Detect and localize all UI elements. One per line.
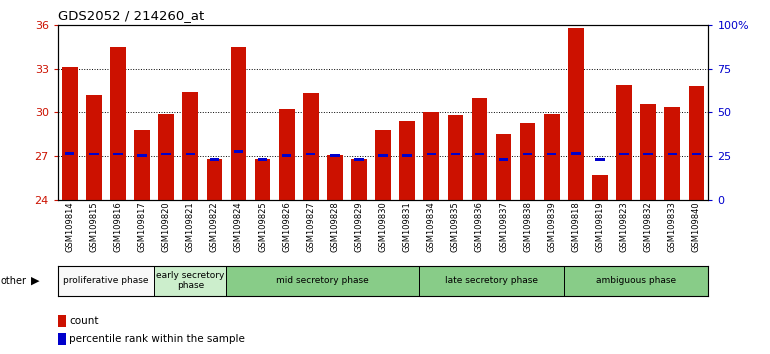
- Bar: [641, 104, 656, 200]
- Bar: [279, 109, 294, 200]
- Bar: [616, 85, 632, 200]
- Bar: [419, 266, 564, 296]
- Bar: [496, 134, 511, 200]
- Bar: [330, 154, 340, 158]
- Bar: [134, 130, 150, 200]
- Bar: [306, 153, 316, 155]
- Text: ambiguous phase: ambiguous phase: [596, 276, 676, 285]
- Text: early secretory
phase: early secretory phase: [156, 271, 225, 290]
- Bar: [110, 47, 126, 200]
- Bar: [665, 107, 680, 200]
- Bar: [209, 158, 219, 161]
- Text: percentile rank within the sample: percentile rank within the sample: [69, 334, 246, 344]
- Text: count: count: [69, 316, 99, 326]
- Text: GDS2052 / 214260_at: GDS2052 / 214260_at: [58, 9, 204, 22]
- Bar: [282, 154, 291, 158]
- Bar: [644, 153, 653, 155]
- Bar: [520, 122, 535, 200]
- Bar: [475, 153, 484, 155]
- Bar: [523, 153, 532, 155]
- Bar: [564, 266, 708, 296]
- Bar: [351, 159, 367, 200]
- Bar: [499, 158, 508, 161]
- Bar: [89, 153, 99, 155]
- Bar: [255, 159, 270, 200]
- Bar: [691, 153, 701, 155]
- Bar: [688, 86, 705, 200]
- Bar: [400, 121, 415, 200]
- Bar: [86, 95, 102, 200]
- Bar: [58, 333, 66, 345]
- Bar: [544, 114, 560, 200]
- Bar: [375, 130, 391, 200]
- Bar: [595, 158, 604, 161]
- Bar: [619, 153, 629, 155]
- Bar: [450, 153, 460, 155]
- Bar: [378, 154, 388, 158]
- Bar: [154, 266, 226, 296]
- Bar: [354, 158, 363, 161]
- Bar: [231, 47, 246, 200]
- Bar: [303, 93, 319, 200]
- Bar: [62, 67, 78, 200]
- Text: other: other: [1, 275, 27, 286]
- Text: ▶: ▶: [31, 275, 39, 286]
- Bar: [592, 175, 608, 200]
- Bar: [137, 154, 147, 158]
- Bar: [427, 153, 436, 155]
- Bar: [472, 98, 487, 200]
- Bar: [258, 158, 267, 161]
- Bar: [206, 159, 223, 200]
- Bar: [162, 153, 171, 155]
- Bar: [668, 153, 677, 155]
- Bar: [159, 114, 174, 200]
- Bar: [403, 154, 412, 158]
- Bar: [58, 315, 66, 327]
- Bar: [113, 153, 122, 155]
- Bar: [58, 266, 154, 296]
- Text: proliferative phase: proliferative phase: [63, 276, 149, 285]
- Bar: [547, 153, 557, 155]
- Text: late secretory phase: late secretory phase: [445, 276, 538, 285]
- Bar: [447, 115, 464, 200]
- Text: mid secretory phase: mid secretory phase: [276, 276, 369, 285]
- Bar: [65, 152, 75, 155]
- Bar: [234, 150, 243, 153]
- Bar: [424, 113, 439, 200]
- Bar: [327, 155, 343, 200]
- Bar: [568, 28, 584, 200]
- Bar: [182, 92, 198, 200]
- Bar: [226, 266, 419, 296]
- Bar: [571, 152, 581, 155]
- Bar: [186, 153, 195, 155]
